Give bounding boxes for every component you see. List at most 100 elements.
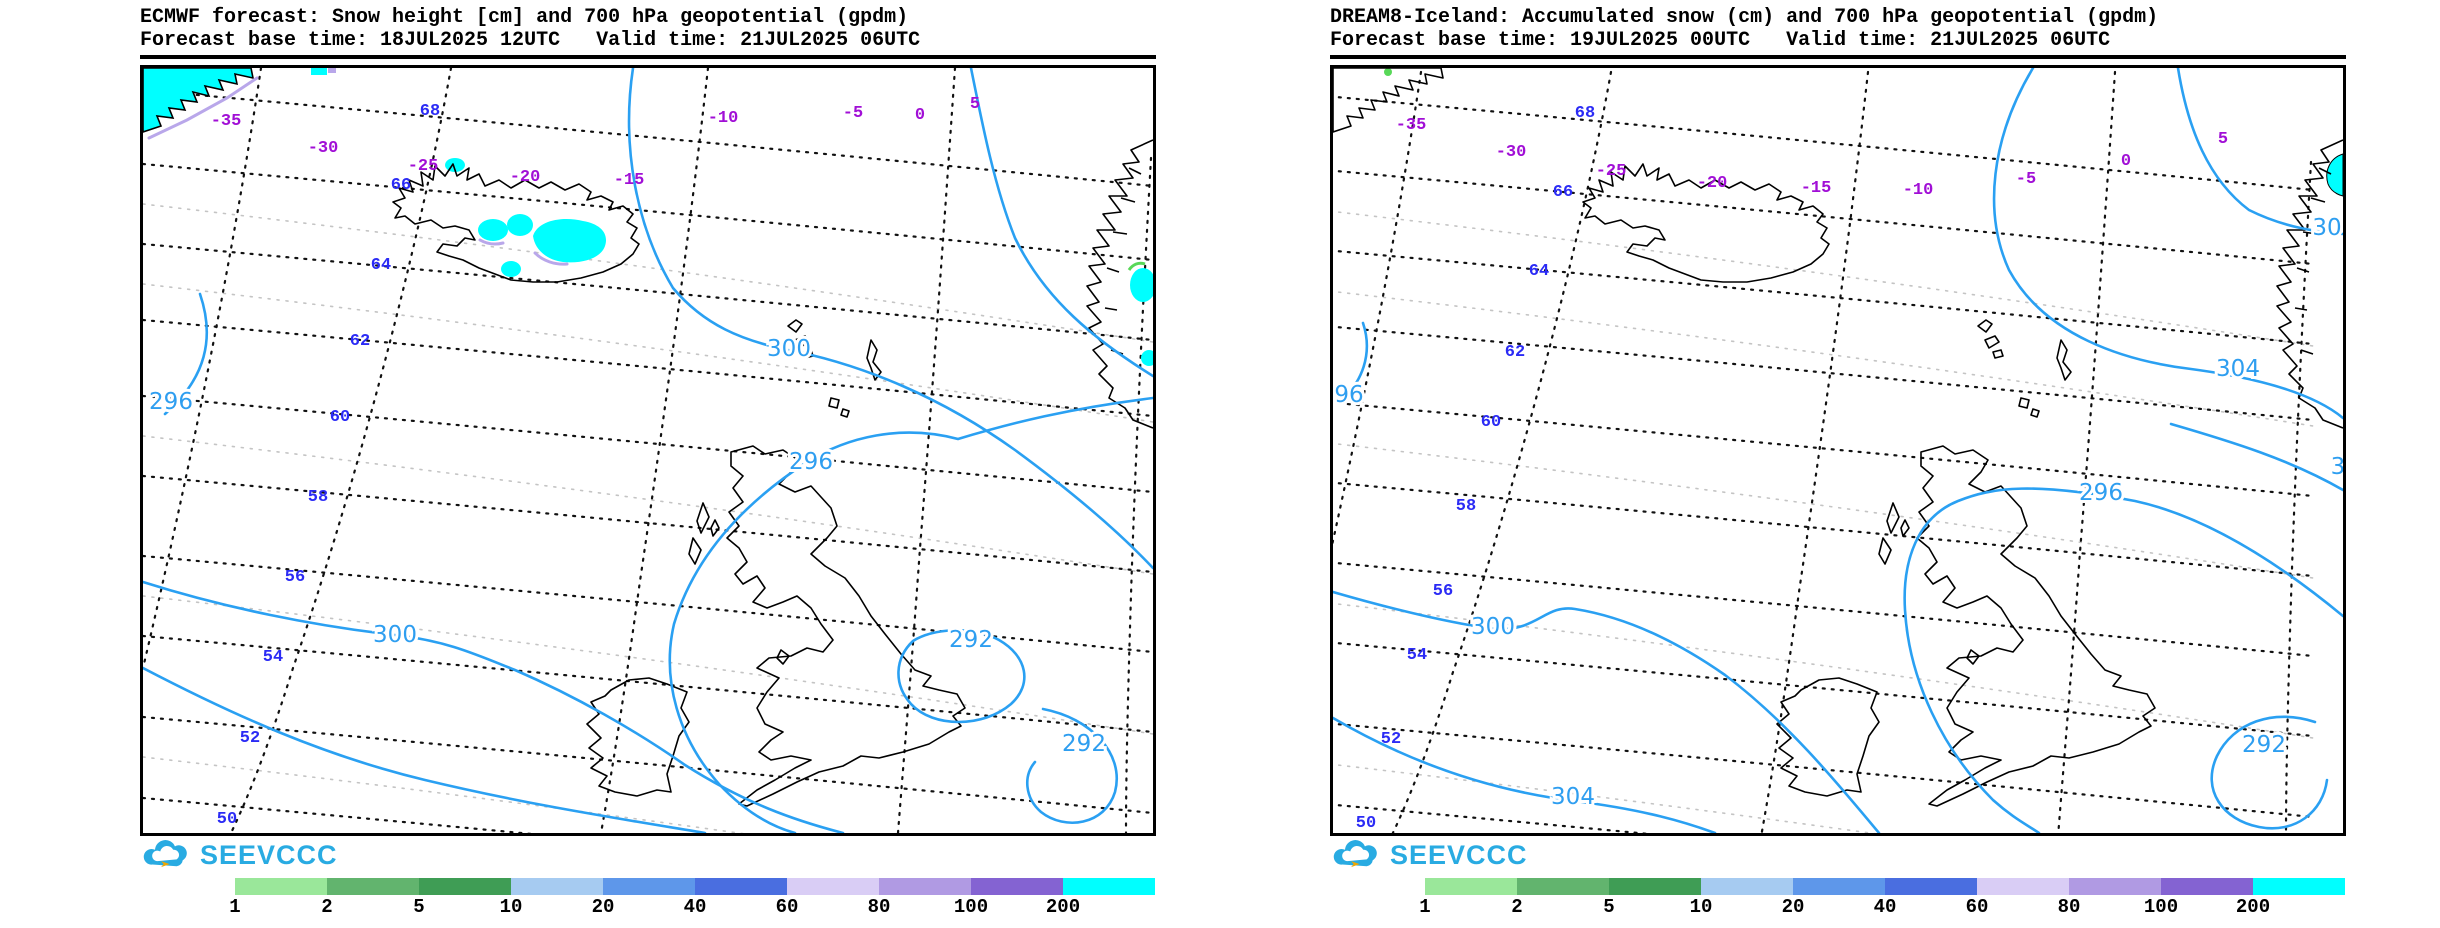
temperature-label: 5 <box>2218 130 2228 149</box>
colorbar-segment <box>1793 878 1885 895</box>
contour-label: 30 <box>2312 215 2341 241</box>
latitude-label: 68 <box>420 102 440 121</box>
colorbar-tick: 5 <box>1603 896 1615 918</box>
temperature-label: -35 <box>211 112 242 131</box>
panel-ecmwf: ECMWF forecast: Snow height [cm] and 700… <box>140 6 1156 921</box>
temperature-label: -5 <box>2016 170 2036 189</box>
colorbar-segment <box>2253 878 2345 895</box>
latitude-label: 50 <box>1356 814 1376 833</box>
contour-label: 296 <box>149 389 193 415</box>
colorbar-segment <box>1609 878 1701 895</box>
cloud-logo-icon <box>1333 840 1377 868</box>
contour-label: 304 <box>1551 784 1595 810</box>
forecast-times: Forecast base time: 18JUL2025 12UTC Vali… <box>140 29 921 52</box>
forecast-map-ecmwf: 296 300 296 292 292 300 68 66 64 62 60 5… <box>140 65 1156 836</box>
page-title: DREAM8-Iceland: Accumulated snow (cm) an… <box>1330 6 2159 29</box>
contour-label: 292 <box>1062 731 1106 757</box>
panel-title-block: DREAM8-Iceland: Accumulated snow (cm) an… <box>1330 6 2346 59</box>
latitude-label: 56 <box>1433 582 1453 601</box>
forecast-times: Forecast base time: 19JUL2025 00UTC Vali… <box>1330 29 2111 52</box>
colorbar-labels: 1 2 5 10 20 40 60 80 100 200 <box>1419 896 2345 922</box>
colorbar-segment <box>787 878 879 895</box>
latitude-label: 60 <box>1481 413 1501 432</box>
colorbar-segment <box>511 878 603 895</box>
temperature-label: -10 <box>1903 181 1934 200</box>
contour-label: 296 <box>789 449 833 475</box>
colorbar-tick: 20 <box>591 896 615 918</box>
geopotential-contours <box>143 68 1153 833</box>
latitude-label: 54 <box>263 648 283 667</box>
temperature-label: 0 <box>2121 152 2131 171</box>
colorbar-segment <box>1977 878 2069 895</box>
temperature-label: -15 <box>614 171 645 190</box>
latitude-label: 54 <box>1407 646 1427 665</box>
latitude-label: 66 <box>391 176 411 195</box>
colorbar-tick: 100 <box>2143 896 2179 918</box>
logo-text: SEEVCCC <box>1390 839 1528 870</box>
colorbar-tick: 200 <box>1045 896 1081 918</box>
colorbar-tick: 20 <box>1781 896 1805 918</box>
contour-label: 300 <box>373 622 417 648</box>
contour-label: 296 <box>2079 480 2123 506</box>
coastlines <box>392 139 1153 807</box>
latitude-label: 68 <box>1575 104 1595 123</box>
colorbar-segment <box>235 878 327 895</box>
temperature-label: -25 <box>1596 162 1627 181</box>
colorbar-segment <box>971 878 1063 895</box>
colorbar-tick: 2 <box>1511 896 1523 918</box>
temperature-label: -10 <box>708 109 739 128</box>
colorbar-segment <box>327 878 419 895</box>
colorbar-tick: 80 <box>2057 896 2081 918</box>
contour-label: 96 <box>1334 382 1363 408</box>
colorbar-tick: 5 <box>413 896 425 918</box>
contour-label: 3 <box>2331 454 2346 480</box>
colorbar-segment <box>1885 878 1977 895</box>
temperature-label: -5 <box>843 104 863 123</box>
colorbar-segment <box>2069 878 2161 895</box>
colorbar-tick: 2 <box>321 896 333 918</box>
latitude-label: 56 <box>285 568 305 587</box>
panel-title-block: ECMWF forecast: Snow height [cm] and 700… <box>140 6 1156 59</box>
colorbar-segment <box>1425 878 1517 895</box>
latitude-label: 66 <box>1553 183 1573 202</box>
colorbar-segment <box>1517 878 1609 895</box>
latitude-label: 62 <box>1505 343 1525 362</box>
colorbar-segment <box>695 878 787 895</box>
colorbar-tick: 60 <box>775 896 799 918</box>
latitude-label: 52 <box>1381 730 1401 749</box>
colorbar-tick: 40 <box>683 896 707 918</box>
latitude-label: 62 <box>350 332 370 351</box>
latitude-label: 60 <box>330 408 350 427</box>
geopotential-contours <box>1333 68 2343 833</box>
colorbar-tick: 1 <box>229 896 241 918</box>
graticule <box>143 68 1153 833</box>
colorbar-tick: 200 <box>2235 896 2271 918</box>
logo-text: SEEVCCC <box>200 839 338 870</box>
snow-cover-areas <box>143 68 1153 366</box>
contour-label: 300 <box>1471 614 1515 640</box>
latitude-label: 64 <box>1529 262 1549 281</box>
snow-color-scale <box>1425 878 2345 895</box>
panel-footer: SEEVCCC 1 2 5 10 20 40 60 80 100 200 <box>1330 836 2346 928</box>
temperature-label: -30 <box>308 139 339 158</box>
contour-label: 304 <box>2216 356 2260 382</box>
colorbar-segment <box>1063 878 1155 895</box>
colorbar-segment <box>419 878 511 895</box>
latitude-label: 64 <box>371 256 391 275</box>
colorbar-tick: 80 <box>867 896 891 918</box>
colorbar-labels: 1 2 5 10 20 40 60 80 100 200 <box>229 896 1155 922</box>
colorbar-tick: 40 <box>1873 896 1897 918</box>
colorbar-segment <box>603 878 695 895</box>
colorbar-segment <box>1701 878 1793 895</box>
temperature-label: -20 <box>1697 174 1728 193</box>
seevccc-logo: SEEVCCC <box>142 838 338 872</box>
colorbar-tick: 60 <box>1965 896 1989 918</box>
page-title: ECMWF forecast: Snow height [cm] and 700… <box>140 6 909 29</box>
forecast-map-dream8: 96 300 304 296 304 292 30 3 68 66 64 62 … <box>1330 65 2346 836</box>
latitude-label: 50 <box>217 810 237 829</box>
temperature-label: -30 <box>1496 143 1527 162</box>
cloud-logo-icon <box>143 840 187 868</box>
temperature-label: -35 <box>1396 116 1427 135</box>
panel-dream8: DREAM8-Iceland: Accumulated snow (cm) an… <box>1330 6 2346 921</box>
colorbar-segment <box>2161 878 2253 895</box>
